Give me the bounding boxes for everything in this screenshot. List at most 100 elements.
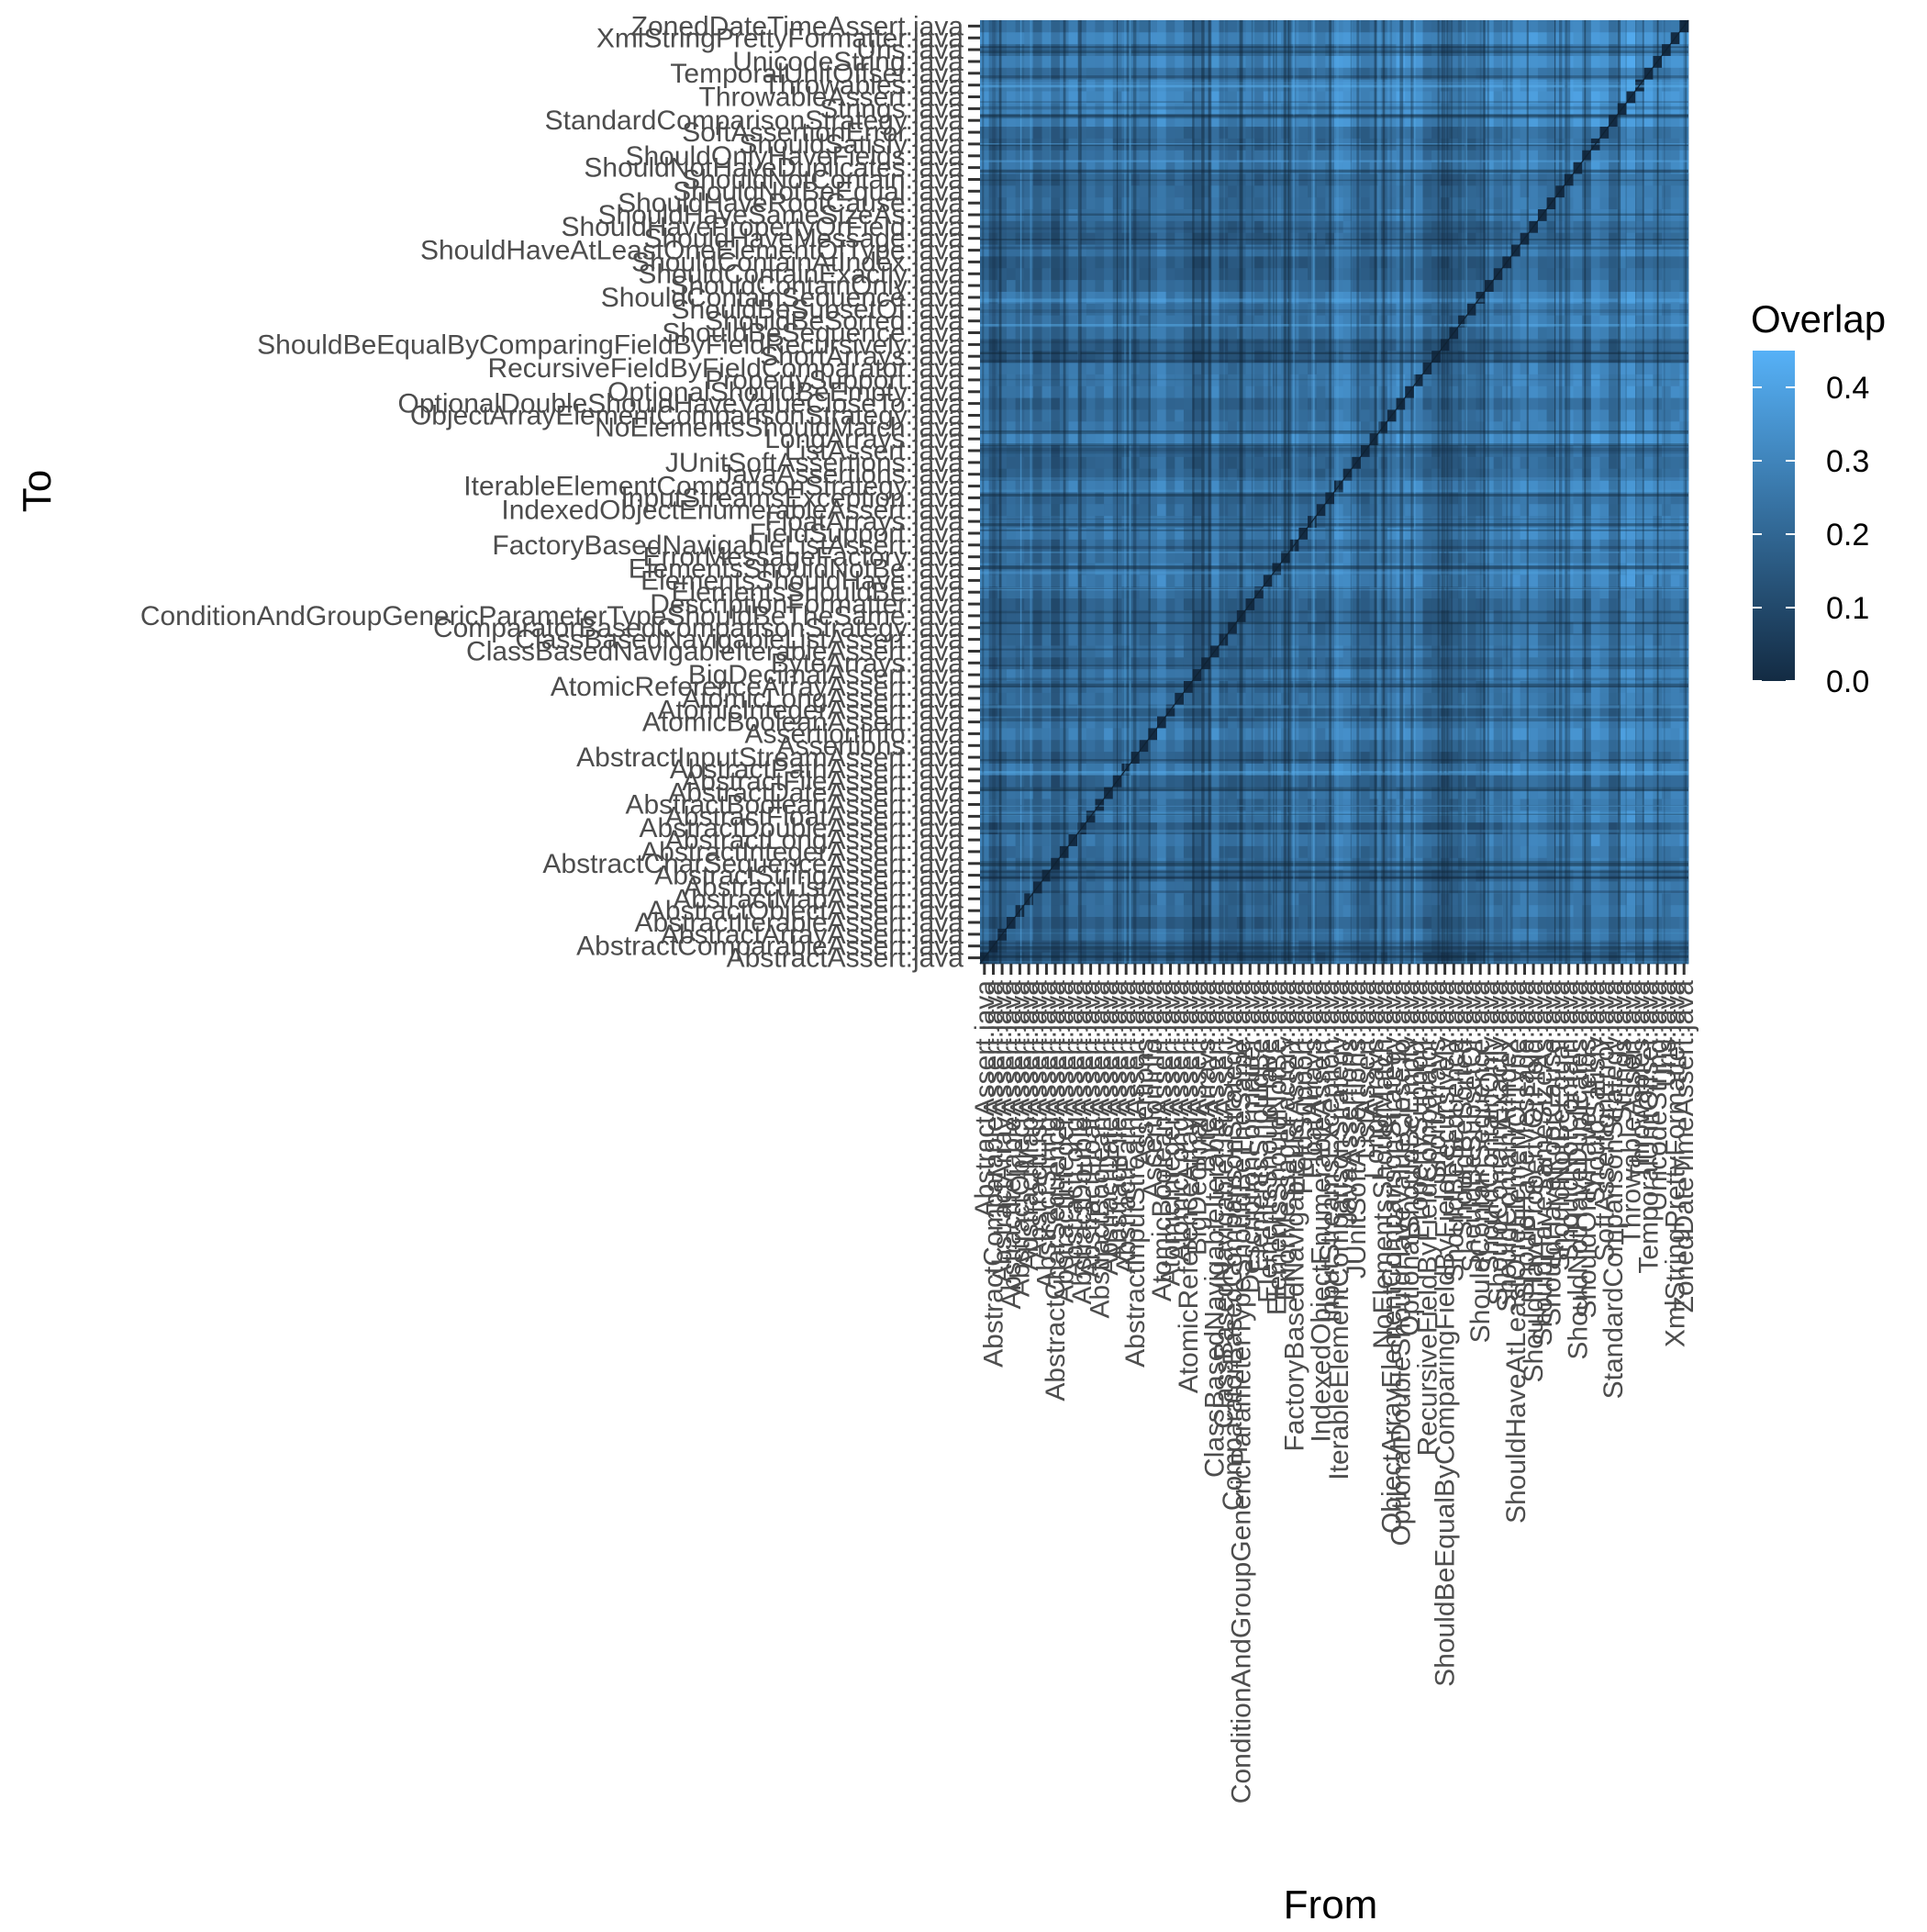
heatmap-cell [1538,645,1547,657]
heatmap-cell [1042,280,1052,292]
heatmap-cell [1184,740,1193,752]
heatmap-cell [1423,834,1432,846]
heatmap-cell [1352,268,1361,280]
heatmap-cell [1210,280,1220,292]
heatmap-cell [1574,752,1583,764]
heatmap-cell [1140,893,1149,905]
heatmap-cell [1361,339,1370,351]
heatmap-cell [1361,834,1370,846]
heatmap-cell [1494,385,1503,397]
heatmap-cell [1431,798,1441,810]
heatmap-cell [1538,740,1547,752]
heatmap-cell [1166,528,1175,540]
heatmap-cell [1095,575,1104,586]
heatmap-cell [1104,928,1113,940]
heatmap-cell [1228,740,1237,752]
heatmap-cell [1069,905,1078,917]
heatmap-cell [1529,834,1538,846]
heatmap-cell [1104,798,1113,810]
heatmap-cell [1007,728,1016,740]
heatmap-cell [1140,539,1149,551]
heatmap-cell [1662,575,1671,586]
heatmap-cell [1157,385,1166,397]
heatmap-cell [1467,385,1476,397]
heatmap-cell [1069,928,1078,940]
heatmap-cell [1210,528,1220,540]
heatmap-cell [1467,846,1476,858]
heatmap-cell [1069,810,1078,822]
heatmap-cell [1166,928,1175,940]
heatmap-cell [1662,397,1671,409]
heatmap-cell [1069,917,1078,929]
heatmap-cell [1033,409,1042,421]
heatmap-cell [1423,740,1432,752]
heatmap-cell [1591,728,1600,740]
heatmap-cell [1538,409,1547,421]
heatmap-cell [1334,339,1343,351]
heatmap-cell [1591,363,1600,374]
heatmap-cell [1591,385,1600,397]
heatmap-cell [1431,645,1441,657]
heatmap-cell [1431,303,1441,315]
heatmap-cell [1246,657,1255,669]
heatmap-cell [1210,492,1220,504]
heatmap-cell [1431,834,1441,846]
heatmap-cell [1140,928,1149,940]
heatmap-cell [1600,456,1610,468]
heatmap-cell [1591,905,1600,917]
heatmap-cell [1007,256,1016,268]
heatmap-cell [1175,633,1184,645]
heatmap-cell [1671,905,1680,917]
heatmap-cell [1104,280,1113,292]
heatmap-cell [1626,256,1635,268]
heatmap-cell [1423,928,1432,940]
heatmap-cell [980,657,989,669]
heatmap-cell [1529,303,1538,315]
heatmap-cell [1210,303,1220,315]
heatmap-cell [1157,433,1166,445]
heatmap-cell [1671,327,1680,339]
heatmap-cell [1157,692,1166,704]
heatmap-cell [1042,846,1052,858]
heatmap-cell [1361,893,1370,905]
heatmap-cell [1051,268,1060,280]
heatmap-cell [1095,775,1104,787]
heatmap-cell [1166,752,1175,764]
heatmap-cell [1662,268,1671,280]
heatmap-cell [1626,752,1635,764]
heatmap-cell [1298,692,1308,704]
heatmap-cell [980,575,989,586]
heatmap-cell [1140,798,1149,810]
heatmap-cell [1361,917,1370,929]
heatmap-cell [1254,798,1264,810]
heatmap-cell [1574,740,1583,752]
heatmap-cell [1298,539,1308,551]
heatmap-cell [1431,917,1441,929]
heatmap-cell [1644,917,1654,929]
heatmap-cell [1626,728,1635,740]
heatmap-cell [1210,775,1220,787]
heatmap-cell [1431,397,1441,409]
heatmap-cell [1157,657,1166,669]
heatmap-cell [1574,893,1583,905]
heatmap-cell [1529,846,1538,858]
heatmap-cell [1069,633,1078,645]
heatmap-cell [1671,280,1680,292]
heatmap-cell [1317,893,1326,905]
heatmap-cell [1157,598,1166,610]
heatmap-cell [1626,492,1635,504]
heatmap-cell [1254,917,1264,929]
heatmap-cell [1361,798,1370,810]
heatmap-cell [1210,633,1220,645]
heatmap-cell [1042,692,1052,704]
heatmap-cell [1591,645,1600,657]
heatmap-cell [1210,740,1220,752]
heatmap-cell [1051,798,1060,810]
heatmap-cell [1184,798,1193,810]
heatmap-cell [1671,728,1680,740]
heatmap-cell [1069,728,1078,740]
heatmap-cell [1184,397,1193,409]
heatmap-cell [1467,575,1476,586]
heatmap-cell [1431,539,1441,551]
